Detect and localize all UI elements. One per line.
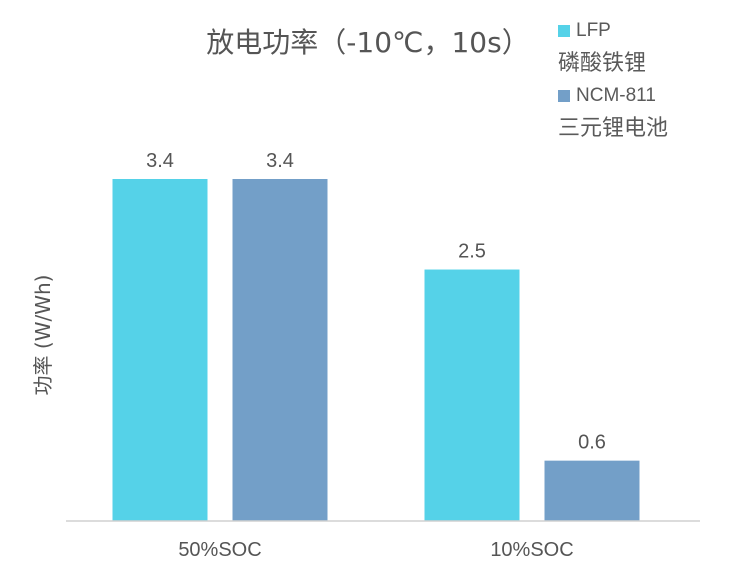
legend-description: 三元锂电池 (558, 116, 669, 141)
bar-ncm-811-0 (232, 179, 328, 521)
bar-lfp-1 (424, 269, 520, 521)
legend-label: LFP (576, 20, 611, 41)
bars-group (112, 179, 640, 521)
y-axis-label: 功率 (W/Wh) (31, 275, 55, 396)
legend-swatch-ncm (558, 90, 570, 102)
bar-ncm-811-1 (544, 460, 640, 521)
legend-swatch-lfp (558, 25, 570, 37)
legend: LFP 磷酸铁锂 NCM-811 三元锂电池 (558, 20, 738, 150)
legend-entry-ncm: NCM-811 三元锂电池 (558, 85, 738, 142)
data-label: 0.6 (578, 432, 606, 454)
data-label: 3.4 (266, 150, 294, 172)
x-tick-label: 10%SOC (490, 539, 573, 561)
legend-label: NCM-811 (576, 85, 656, 106)
bar-lfp-0 (112, 179, 208, 521)
legend-description: 磷酸铁锂 (558, 51, 647, 76)
data-label: 3.4 (146, 150, 174, 172)
data-label: 2.5 (458, 241, 486, 263)
chart-title: 放电功率（-10℃，10s） (206, 26, 529, 59)
data-labels-group: 3.4 3.4 2.5 0.6 (146, 150, 606, 454)
x-tick-label: 50%SOC (178, 539, 261, 561)
legend-entry-lfp: LFP 磷酸铁锂 (558, 20, 738, 77)
